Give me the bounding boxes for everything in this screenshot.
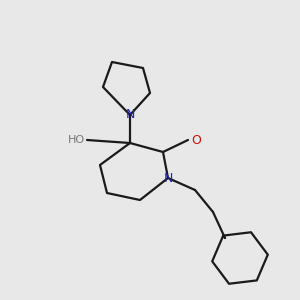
Text: N: N <box>163 172 173 184</box>
Text: O: O <box>191 134 201 146</box>
Text: HO: HO <box>68 135 85 145</box>
Text: N: N <box>125 109 135 122</box>
